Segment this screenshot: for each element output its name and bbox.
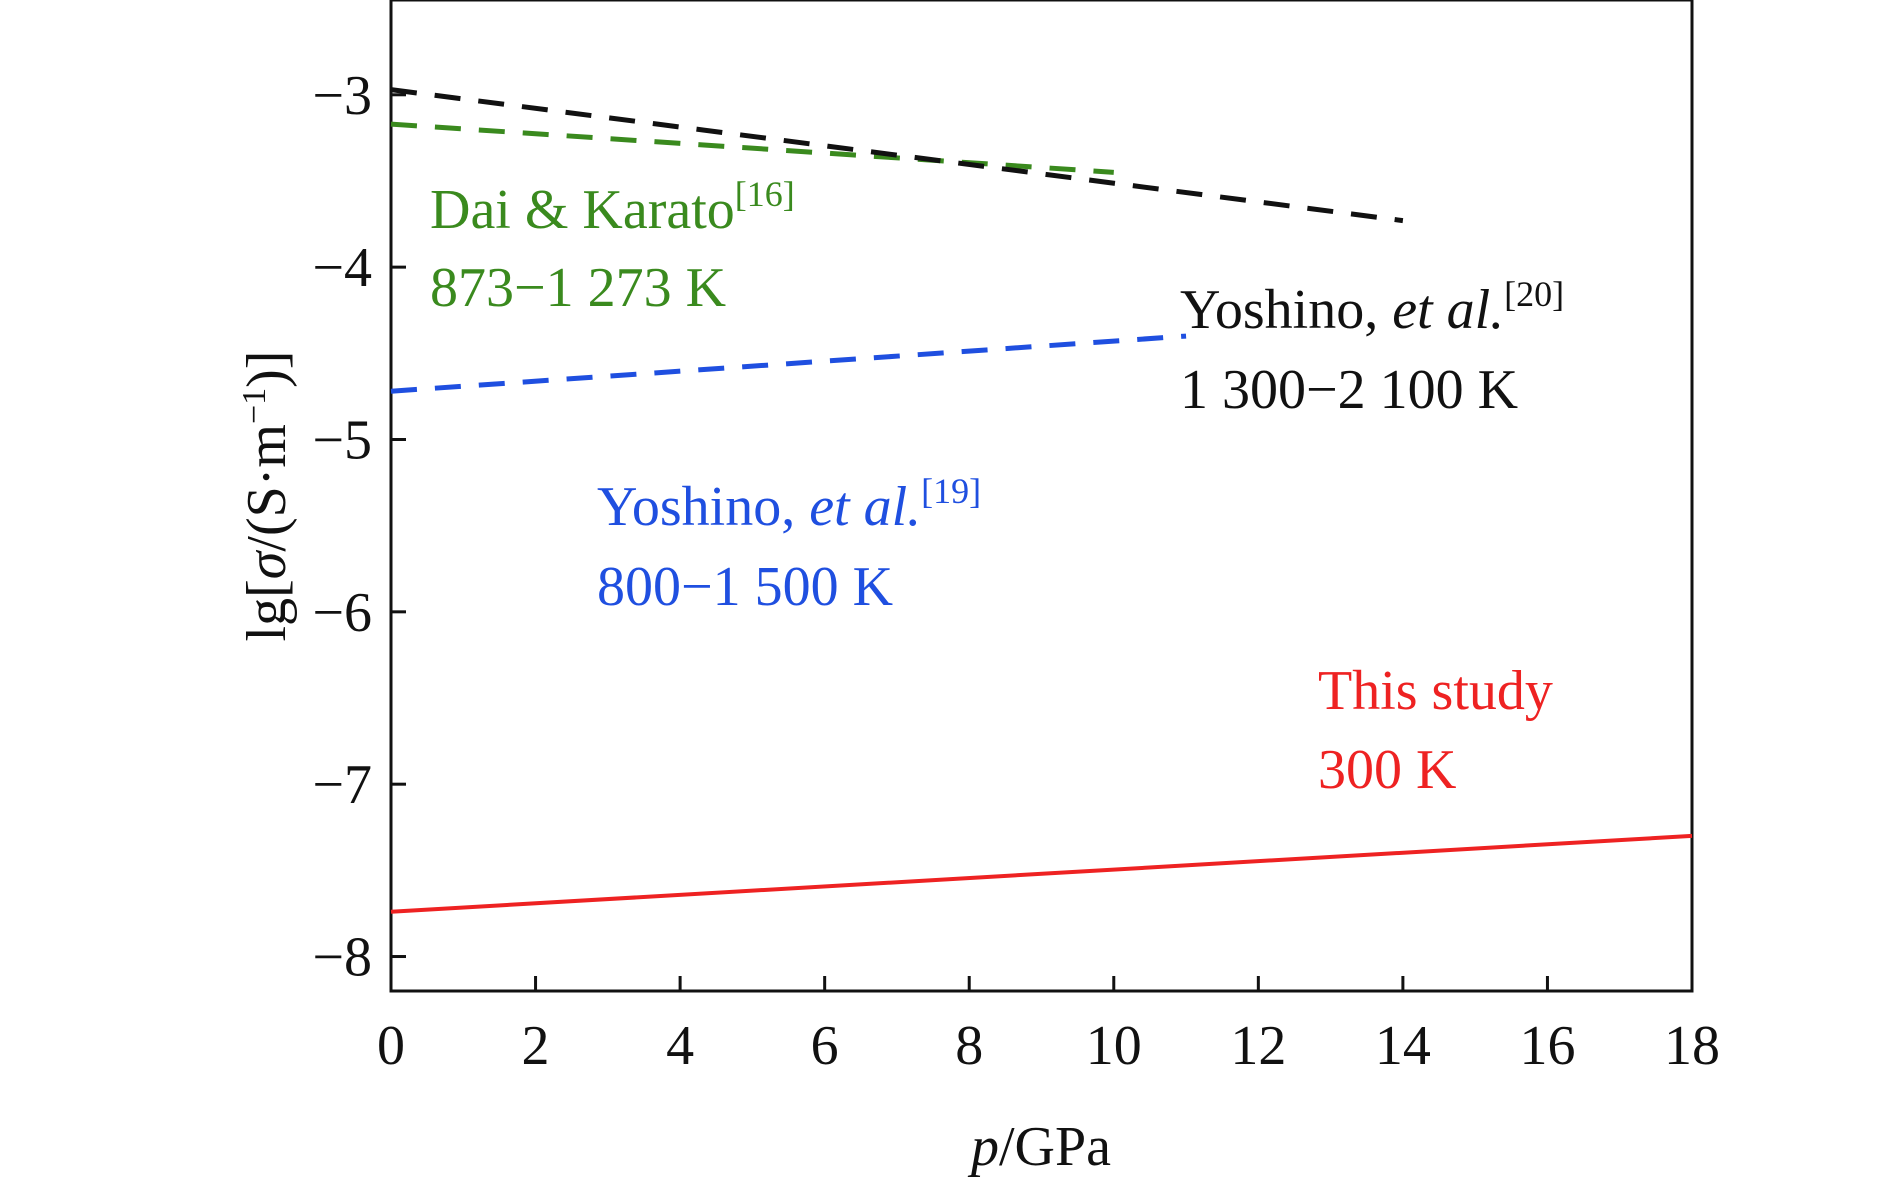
x-tick-label: 4 xyxy=(666,1015,694,1077)
series-line-yoshino19 xyxy=(390,333,1187,394)
y-axis-label: lg[σ/(S·m−1)] xyxy=(236,351,298,642)
y-tick-label: −7 xyxy=(312,754,372,816)
annotation-title-dai: Dai & Karato[16] xyxy=(430,174,795,241)
series-line-yoshino20 xyxy=(390,87,1404,224)
plot-frame xyxy=(389,0,1694,993)
annotation-range-yoshino19: 800−1 500 K xyxy=(597,556,893,618)
annotation-range-this: 300 K xyxy=(1318,739,1456,801)
series-layer xyxy=(390,87,1693,914)
y-tick-label: −4 xyxy=(312,237,372,299)
x-tick-label: 0 xyxy=(377,1015,405,1077)
y-tick-label: −3 xyxy=(312,65,372,127)
x-tick-label: 2 xyxy=(522,1015,550,1077)
x-tick-label: 14 xyxy=(1375,1015,1431,1077)
x-tick-label: 18 xyxy=(1664,1015,1720,1077)
x-tick-label: 16 xyxy=(1519,1015,1575,1077)
annotation-layer: Dai & Karato[16] 873−1 273 K Yoshino, et a… xyxy=(430,174,1564,801)
ticks-layer: 0 2 4 6 8 10 12 14 16 18 −8 −7 −6 −5 −4 −3 xyxy=(312,65,1720,1077)
series-line-this xyxy=(390,833,1693,914)
x-tick-label: 8 xyxy=(955,1015,983,1077)
x-tick-label: 12 xyxy=(1230,1015,1286,1077)
annotation-title-yoshino19: Yoshino, et al.[19] xyxy=(597,471,981,538)
x-tick-label: 6 xyxy=(811,1015,839,1077)
series-line-dai xyxy=(390,121,1114,175)
annotation-title-yoshino20: Yoshino, et al.[20] xyxy=(1180,274,1564,341)
annotation-title-this: This study xyxy=(1318,660,1553,722)
y-tick-label: −6 xyxy=(312,582,372,644)
y-tick-label: −5 xyxy=(312,409,372,471)
x-tick-label: 10 xyxy=(1086,1015,1142,1077)
x-axis-label: p/GPa xyxy=(967,1116,1111,1178)
annotation-range-dai: 873−1 273 K xyxy=(430,257,726,319)
annotation-range-yoshino20: 1 300−2 100 K xyxy=(1180,359,1518,421)
y-tick-label: −8 xyxy=(312,927,372,989)
